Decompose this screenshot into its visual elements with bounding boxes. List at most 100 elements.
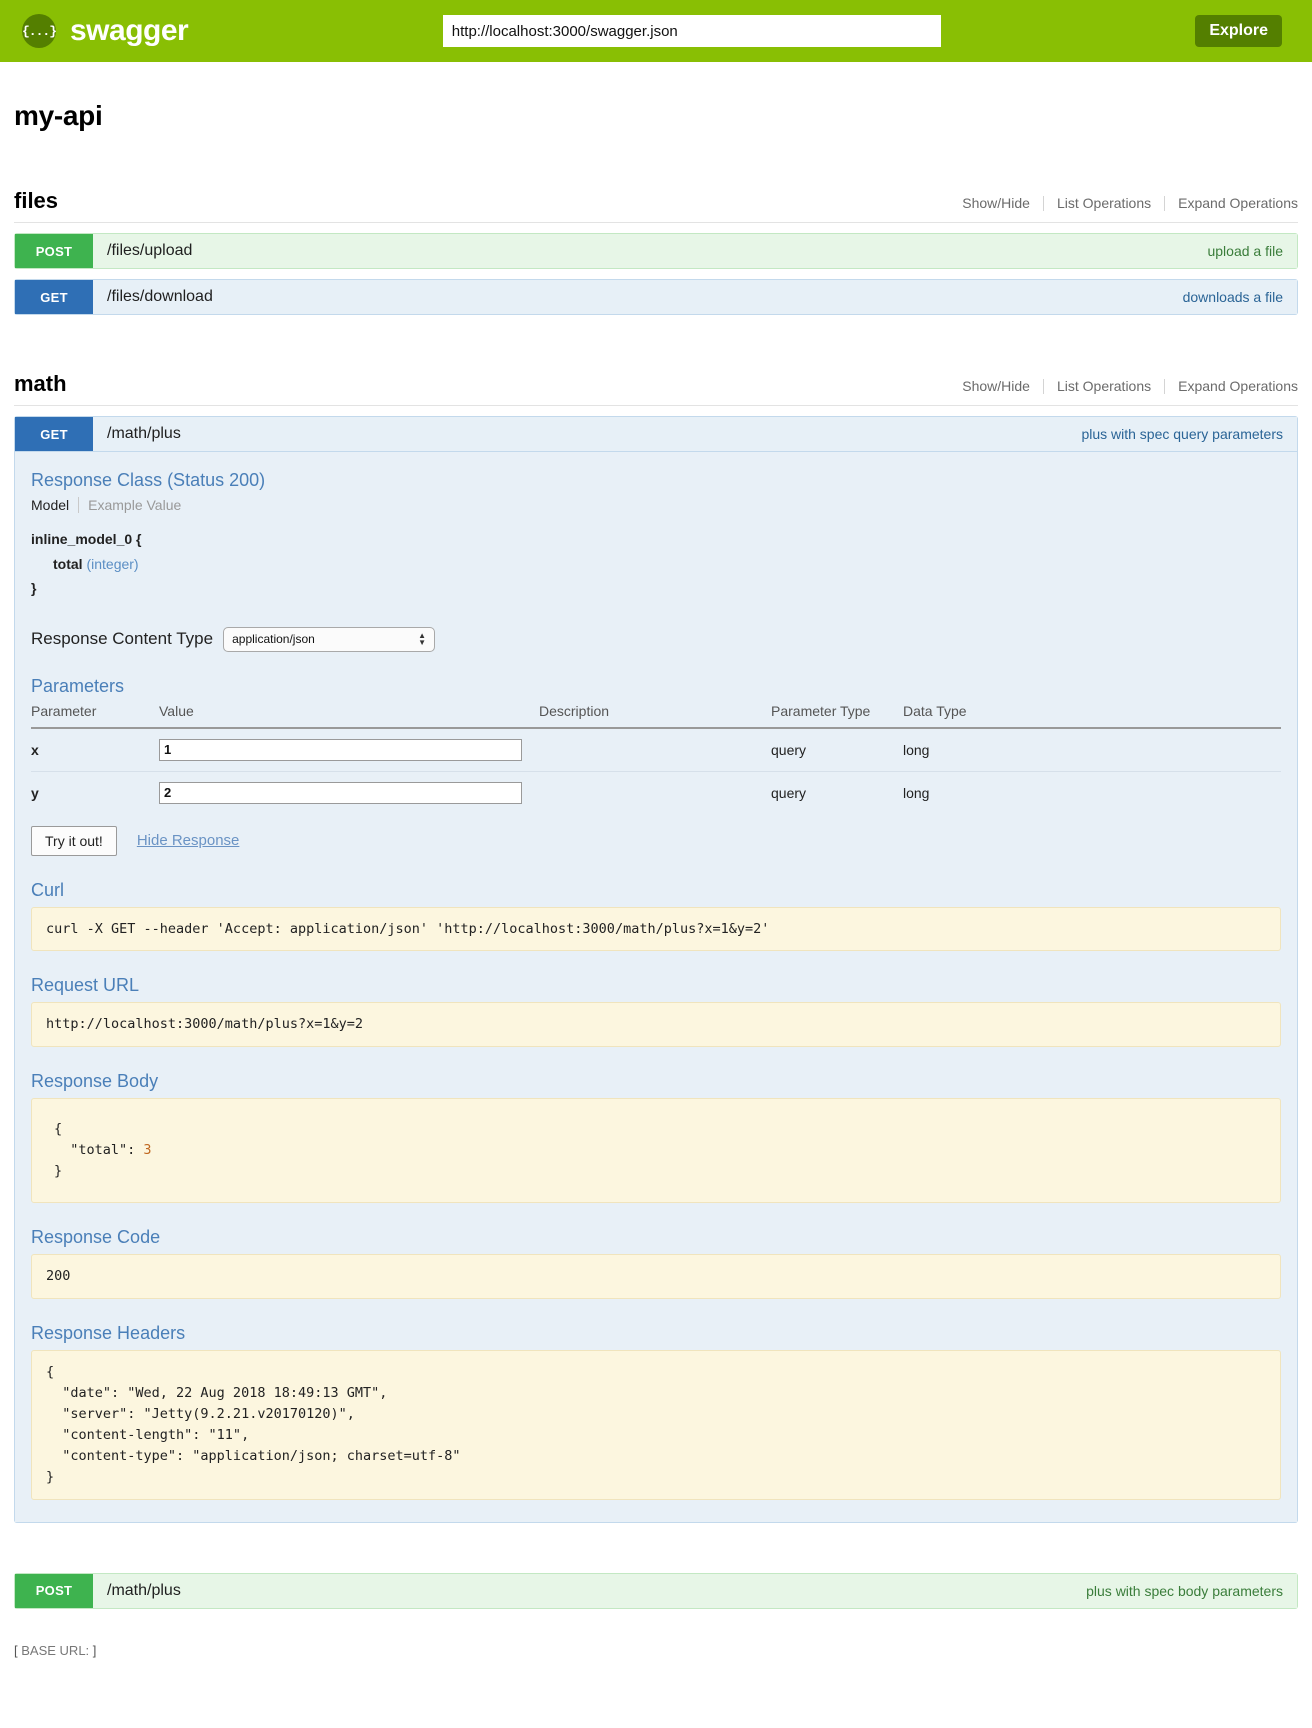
- divider: [1164, 378, 1166, 394]
- show-hide-link[interactable]: Show/Hide: [962, 195, 1030, 211]
- footer-close-bracket: ]: [92, 1642, 97, 1658]
- swagger-wordmark: swagger: [70, 14, 189, 47]
- method-badge: GET: [15, 280, 93, 314]
- operation-header[interactable]: POST /math/plus plus with spec body para…: [14, 1572, 1298, 1609]
- table-row: y query long: [31, 771, 1281, 814]
- base-url-label: BASE URL:: [21, 1642, 90, 1658]
- list-operations-link[interactable]: List Operations: [1056, 378, 1152, 394]
- resource-name-math: math: [14, 371, 67, 396]
- expand-operations-link[interactable]: Expand Operations: [1178, 195, 1298, 211]
- spacer: [14, 1523, 1298, 1563]
- param-description: [539, 771, 771, 814]
- curl-title: Curl: [31, 879, 65, 900]
- response-model: inline_model_0 { total (integer) }: [31, 527, 1281, 601]
- list-operations-link[interactable]: List Operations: [1056, 195, 1152, 211]
- model-property-type: (integer): [86, 555, 139, 572]
- model-tabs: Model Example Value: [31, 497, 1281, 513]
- model-property-name: total: [53, 555, 83, 572]
- response-class-title: Response Class (Status 200): [31, 470, 266, 490]
- operation-details-panel: Response Class (Status 200) Model Exampl…: [14, 452, 1298, 1523]
- braces-logo-icon: {...}: [22, 14, 57, 48]
- param-name: y: [31, 784, 39, 801]
- footer-open-bracket: [: [14, 1642, 18, 1658]
- spec-url-input[interactable]: [442, 15, 941, 47]
- tab-model[interactable]: Model: [31, 497, 70, 513]
- parameters-title: Parameters: [31, 675, 125, 696]
- api-title: my-api: [14, 100, 103, 131]
- divider: [1164, 195, 1166, 211]
- response-content-type-select[interactable]: application/json ▲ ▼: [223, 626, 436, 652]
- resource-name-files: files: [14, 188, 59, 213]
- try-it-out-button[interactable]: Try it out!: [31, 825, 117, 856]
- explore-button[interactable]: Explore: [1195, 15, 1282, 47]
- request-url-value: http://localhost:3000/math/plus?x=1&y=2: [31, 1002, 1281, 1048]
- footer: [ BASE URL: ]: [14, 1635, 1298, 1680]
- resource-ops-files: Show/Hide List Operations Expand Operati…: [949, 195, 1298, 214]
- divider: [1042, 195, 1044, 211]
- operation-header[interactable]: GET /math/plus plus with spec query para…: [14, 416, 1298, 452]
- operation-summary[interactable]: downloads a file: [1182, 289, 1283, 305]
- response-headers-value: { "date": "Wed, 22 Aug 2018 18:49:13 GMT…: [31, 1350, 1281, 1500]
- header-parameter-type: Parameter Type: [771, 702, 903, 729]
- header-parameter: Parameter: [31, 702, 159, 729]
- param-x-input[interactable]: [159, 738, 522, 761]
- response-code-title: Response Code: [31, 1227, 161, 1248]
- parameters-table: Parameter Value Description Parameter Ty…: [31, 702, 1281, 814]
- method-badge: POST: [15, 234, 93, 268]
- operation-header[interactable]: GET /files/download downloads a file: [14, 279, 1298, 315]
- show-hide-link[interactable]: Show/Hide: [962, 378, 1030, 394]
- param-data-type: long: [903, 784, 930, 801]
- response-content-type-value: application/json: [232, 632, 315, 646]
- model-close: }: [31, 580, 37, 596]
- spec-url-form: [188, 15, 1195, 47]
- operation-summary[interactable]: upload a file: [1207, 243, 1283, 259]
- json-brace-close: }: [54, 1163, 63, 1180]
- operation-path: /math/plus: [107, 1581, 181, 1599]
- hide-response-link[interactable]: Hide Response: [136, 832, 240, 849]
- divider: [78, 497, 80, 513]
- resource-header-math: math Show/Hide List Operations Expand Op…: [14, 371, 1298, 406]
- operation-get-files-download[interactable]: GET /files/download downloads a file: [14, 279, 1298, 315]
- tab-example-value[interactable]: Example Value: [88, 497, 182, 513]
- operation-path: /files/download: [107, 288, 213, 305]
- param-y-input[interactable]: [159, 781, 522, 804]
- submit-row: Try it out! Hide Response: [31, 825, 1281, 856]
- model-property: total (integer): [31, 552, 1281, 577]
- response-body-value: { "total": 3 }: [31, 1098, 1281, 1204]
- response-code-value: 200: [31, 1254, 1281, 1300]
- method-badge: POST: [15, 1573, 93, 1608]
- operation-get-math-plus[interactable]: GET /math/plus plus with spec query para…: [14, 416, 1298, 1523]
- response-body-title: Response Body: [31, 1071, 159, 1092]
- param-description: [539, 727, 771, 772]
- param-type: query: [771, 727, 903, 772]
- operation-post-files-upload[interactable]: POST /files/upload upload a file: [14, 233, 1298, 269]
- header-value: Value: [159, 702, 539, 729]
- chevron-updown-icon: ▲ ▼: [418, 631, 427, 647]
- resource-ops-math: Show/Hide List Operations Expand Operati…: [949, 378, 1298, 397]
- operation-summary[interactable]: plus with spec query parameters: [1081, 426, 1283, 442]
- resource-header-files: files Show/Hide List Operations Expand O…: [14, 188, 1298, 223]
- expand-operations-link[interactable]: Expand Operations: [1178, 378, 1298, 394]
- operation-path: /files/upload: [107, 242, 193, 259]
- request-url-title: Request URL: [31, 975, 140, 996]
- json-key-total: "total":: [54, 1142, 144, 1159]
- operation-post-math-plus[interactable]: POST /math/plus plus with spec body para…: [14, 1572, 1298, 1609]
- param-type: query: [771, 784, 807, 801]
- param-value-cell: [159, 727, 539, 772]
- json-value-total: 3: [143, 1142, 152, 1159]
- operation-summary[interactable]: plus with spec body parameters: [1086, 1582, 1283, 1599]
- model-open: inline_model_0 {: [31, 531, 142, 547]
- json-brace-open: {: [54, 1121, 63, 1138]
- param-name: x: [31, 727, 159, 772]
- response-content-type-label: Response Content Type: [31, 629, 214, 648]
- response-content-type-row: Response Content Type application/json ▲…: [31, 626, 1281, 652]
- method-badge: GET: [15, 417, 93, 451]
- response-headers-title: Response Headers: [31, 1323, 186, 1344]
- parameters-header-row: Parameter Value Description Parameter Ty…: [31, 702, 1281, 729]
- swagger-logo[interactable]: {...} swagger: [16, 14, 189, 48]
- table-row: x query long: [31, 727, 1281, 772]
- operation-path: /math/plus: [107, 425, 181, 442]
- header-description: Description: [539, 702, 771, 729]
- operation-header[interactable]: POST /files/upload upload a file: [14, 233, 1298, 269]
- param-value-cell: [159, 771, 539, 814]
